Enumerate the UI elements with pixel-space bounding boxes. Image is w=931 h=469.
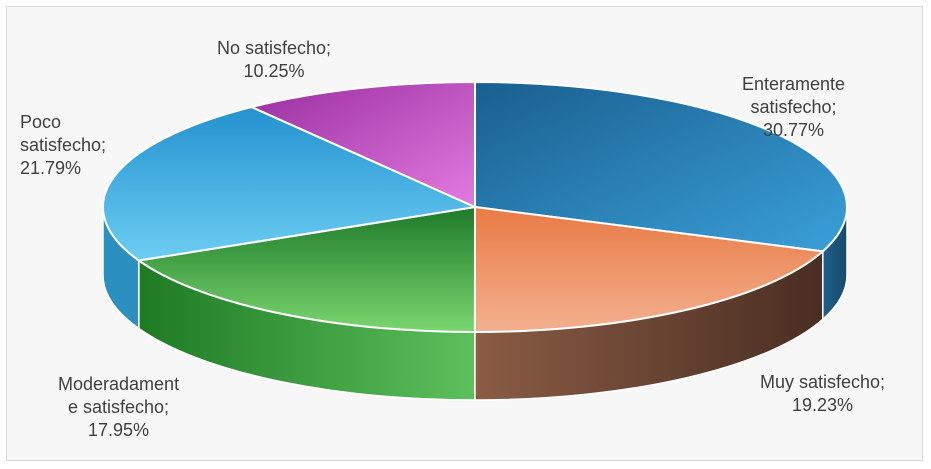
label-line: 10.25% bbox=[243, 61, 305, 81]
pie-slice-no bbox=[248, 80, 476, 209]
label-line: 19.23% bbox=[792, 395, 854, 415]
label-line: Poco bbox=[20, 112, 62, 132]
label-line: No satisfecho; bbox=[217, 38, 332, 58]
slice-label-poco: Poco satisfecho; 21.79% bbox=[20, 111, 106, 180]
label-line: 21.79% bbox=[20, 158, 82, 178]
slice-label-moderadamente: Moderadament e satisfecho; 17.95% bbox=[58, 373, 179, 442]
label-line: Enteramente bbox=[742, 74, 846, 94]
label-line: e satisfecho; bbox=[68, 397, 170, 417]
label-line: satisfecho; bbox=[750, 97, 837, 117]
slice-label-enteramente: Enteramente satisfecho; 30.77% bbox=[742, 73, 845, 142]
slice-label-muy: Muy satisfecho; 19.23% bbox=[760, 371, 885, 417]
label-line: Muy satisfecho; bbox=[760, 372, 886, 392]
pie-chart bbox=[102, 80, 848, 401]
label-line: 17.95% bbox=[88, 420, 150, 440]
chart-area: Enteramente satisfecho; 30.77% Muy satis… bbox=[6, 6, 923, 461]
pie-slice-moderadamente bbox=[136, 205, 477, 334]
pie-slice-enteramente bbox=[474, 80, 848, 253]
label-line: Moderadament bbox=[58, 374, 180, 394]
label-line: 30.77% bbox=[763, 120, 825, 140]
pie-tops bbox=[102, 80, 848, 334]
slice-label-no: No satisfecho; 10.25% bbox=[217, 37, 331, 83]
pie-slice-poco bbox=[102, 105, 479, 262]
pie-slice-muy bbox=[473, 205, 826, 334]
label-line: satisfecho; bbox=[20, 135, 107, 155]
